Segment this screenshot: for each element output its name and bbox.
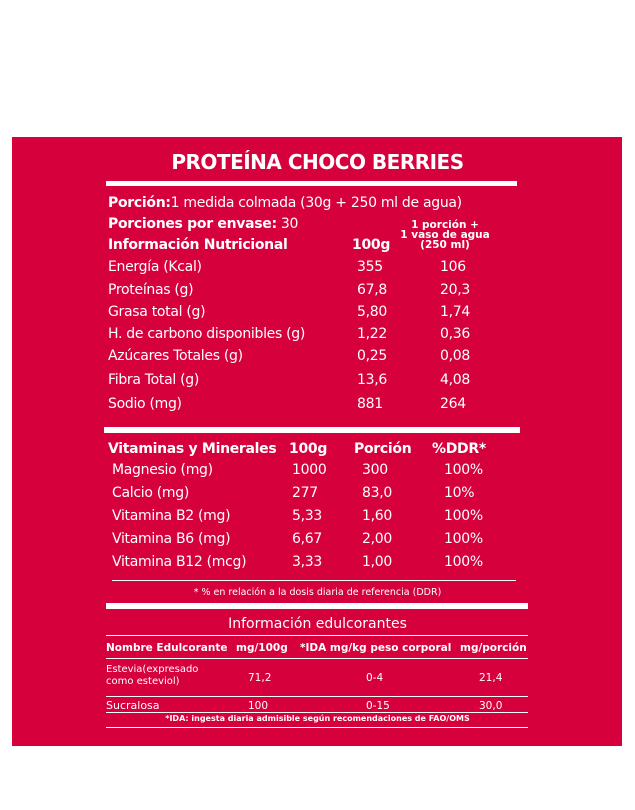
vitamin-per100g: 5,33: [292, 508, 322, 524]
nutrient-name: Grasa total (g): [108, 304, 206, 320]
nutrient-per100g: 0,25: [357, 348, 387, 364]
vitamin-per100g: 6,67: [292, 531, 322, 547]
vitamin-name: Vitamina B2 (mg): [112, 508, 231, 524]
serving-label: Porción:: [108, 195, 171, 211]
sw-row-portion: 30,0: [479, 700, 503, 712]
sw-row-name: Estevia(expresado como esteviol): [106, 664, 198, 688]
nutrition-header: Información Nutricional: [108, 237, 288, 253]
col-portion: 1 porción +1 vaso de agua (250 ml): [400, 219, 490, 251]
sw-row-name: Sucralosa: [106, 699, 160, 712]
sw-header-portion: mg/porción: [460, 642, 527, 654]
nutrition-label-panel: [12, 137, 622, 746]
servings-per-container: Porciones por envase: 30: [108, 217, 298, 231]
nutrient-per-portion: 106: [440, 259, 466, 275]
vitamins-header: Vitaminas y Minerales: [108, 441, 277, 457]
vitamin-per100g: 3,33: [292, 554, 322, 570]
nutrient-per100g: 881: [357, 396, 383, 412]
sw-row-ida: 0-4: [366, 672, 384, 684]
col-portion-line: 1 porción +: [411, 219, 479, 231]
vitamin-per-portion: 1,00: [362, 554, 392, 570]
sweeteners-title: Información edulcorantes: [228, 616, 407, 632]
serving-size: Porción:1 medida colmada (30g + 250 ml d…: [108, 196, 462, 210]
col-100g: 100g: [352, 237, 391, 253]
vit-col-ddr: %DDR*: [432, 441, 486, 457]
nutrient-name: Fibra Total (g): [108, 372, 200, 388]
ida-footnote: *IDA: ingesta diaria admisible según rec…: [165, 714, 470, 723]
vitamin-name: Vitamina B6 (mg): [112, 531, 231, 547]
vitamin-per-portion: 83,0: [362, 485, 392, 501]
vitamin-per-portion: 2,00: [362, 531, 392, 547]
servings-value: 30: [280, 216, 299, 232]
nutrient-name: H. de carbono disponibles (g): [108, 326, 306, 342]
vitamin-per-portion: 1,60: [362, 508, 392, 524]
sw-header-ida: *IDA mg/kg peso corporal: [300, 642, 452, 654]
nutrient-per-portion: 4,08: [440, 372, 470, 388]
vitamin-per100g: 277: [292, 485, 318, 501]
nutrient-name: Sodio (mg): [108, 396, 182, 412]
vitamin-per-portion: 300: [362, 462, 388, 478]
nutrient-per100g: 5,80: [357, 304, 387, 320]
vit-col-portion: Porción: [354, 441, 412, 457]
nutrient-per-portion: 20,3: [440, 282, 470, 298]
col-portion-line: (250 ml): [420, 239, 470, 251]
nutrient-name: Azúcares Totales (g): [108, 348, 243, 364]
divider: [106, 603, 528, 609]
vitamin-per100g: 1000: [292, 462, 327, 478]
vitamin-name: Vitamina B12 (mcg): [112, 554, 247, 570]
divider: [106, 696, 528, 697]
vitamin-ddr: 100%: [444, 508, 483, 524]
nutrient-per-portion: 0,08: [440, 348, 470, 364]
divider: [112, 580, 516, 581]
nutrient-per100g: 1,22: [357, 326, 387, 342]
sw-row-portion: 21,4: [479, 672, 503, 684]
vitamin-name: Magnesio (mg): [112, 462, 213, 478]
nutrient-per-portion: 1,74: [440, 304, 470, 320]
nutrient-per-portion: 0,36: [440, 326, 470, 342]
vitamin-ddr: 100%: [444, 554, 483, 570]
ddr-footnote: * % en relación a la dosis diaria de ref…: [193, 587, 442, 598]
product-title: PROTEÍNA CHOCO BERRIES: [171, 150, 464, 174]
sw-header-mg100: mg/100g: [236, 642, 288, 654]
sw-row-mg100: 100: [248, 700, 269, 712]
sw-name-line: como esteviol): [106, 676, 180, 687]
sw-header-name: Nombre Edulcorante: [106, 642, 228, 654]
sw-row-mg100: 71,2: [248, 672, 272, 684]
vitamin-name: Calcio (mg): [112, 485, 189, 501]
vitamin-ddr: 100%: [444, 531, 483, 547]
divider: [106, 181, 517, 186]
vit-col-100g: 100g: [289, 441, 328, 457]
vitamin-ddr: 10%: [444, 485, 475, 501]
divider: [106, 635, 528, 636]
nutrient-per100g: 355: [357, 259, 383, 275]
divider: [106, 712, 528, 713]
sw-name-line: Estevia(expresado: [106, 664, 199, 675]
nutrient-name: Proteínas (g): [108, 282, 194, 298]
divider: [104, 427, 520, 433]
nutrient-per100g: 67,8: [357, 282, 387, 298]
vitamin-ddr: 100%: [444, 462, 483, 478]
divider: [106, 658, 528, 659]
servings-label: Porciones por envase:: [108, 216, 277, 232]
nutrient-name: Energía (Kcal): [108, 259, 202, 275]
nutrient-per100g: 13,6: [357, 372, 387, 388]
nutrient-per-portion: 264: [440, 396, 466, 412]
serving-value: 1 medida colmada (30g + 250 ml de agua): [170, 195, 462, 211]
sw-row-ida: 0-15: [366, 700, 390, 712]
col-portion-line: 1 vaso de agua: [400, 229, 490, 241]
divider: [106, 727, 528, 728]
